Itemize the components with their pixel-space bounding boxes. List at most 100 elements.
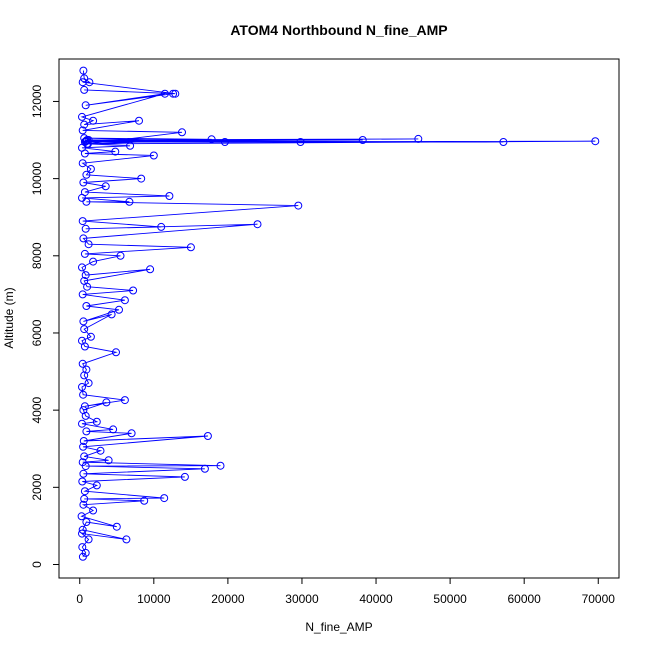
data-point xyxy=(83,139,92,148)
data-point xyxy=(84,379,93,388)
chart-title: ATOM4 Northbound N_fine_AMP xyxy=(230,22,447,38)
y-tick-label: 6000 xyxy=(30,319,44,346)
data-point xyxy=(499,138,508,146)
data-point xyxy=(157,222,166,231)
data-point xyxy=(79,234,88,243)
x-tick-label: 50000 xyxy=(433,592,467,606)
data-point xyxy=(82,170,91,179)
x-tick-label: 20000 xyxy=(211,592,245,606)
x-tick-label: 0 xyxy=(76,592,83,606)
data-point xyxy=(80,276,89,285)
data-point xyxy=(111,147,120,156)
data-point xyxy=(82,518,91,526)
data-point xyxy=(79,500,88,509)
data-point xyxy=(84,535,93,544)
data-point xyxy=(82,427,91,436)
data-point xyxy=(101,182,110,191)
x-tick-label: 10000 xyxy=(137,592,171,606)
y-tick-label: 10000 xyxy=(30,162,44,196)
data-point xyxy=(591,137,600,146)
data-point xyxy=(79,437,88,445)
plot-area xyxy=(77,66,600,561)
data-point xyxy=(81,101,90,110)
data-point xyxy=(178,128,186,137)
x-tick-label: 60000 xyxy=(507,592,541,606)
data-point xyxy=(78,383,86,391)
data-point xyxy=(165,192,174,200)
x-tick-label: 30000 xyxy=(285,592,319,606)
data-point xyxy=(253,220,262,229)
data-point xyxy=(89,257,98,266)
data-point xyxy=(78,159,87,168)
data-point xyxy=(79,406,88,415)
data-point xyxy=(96,446,105,455)
data-point xyxy=(146,265,155,274)
x-axis: 0 10000 20000 30000 40000 50000 60000 70000 xyxy=(76,578,615,606)
data-point xyxy=(80,120,89,129)
x-tick-label: 70000 xyxy=(582,592,616,606)
data-point xyxy=(80,74,89,83)
data-point xyxy=(127,429,136,438)
data-point xyxy=(120,296,129,305)
data-point xyxy=(78,529,86,538)
data-point xyxy=(79,442,88,451)
data-point xyxy=(92,481,101,490)
data-point xyxy=(160,89,169,98)
data-point xyxy=(203,432,212,440)
data-point xyxy=(78,217,87,226)
data-point xyxy=(358,136,367,144)
data-point xyxy=(296,138,305,146)
data-point xyxy=(85,78,94,87)
y-tick-label: 2000 xyxy=(30,474,44,501)
data-point xyxy=(78,543,87,552)
data-point xyxy=(82,365,91,374)
data-point xyxy=(116,251,125,260)
data-point xyxy=(82,302,91,310)
series-line xyxy=(80,70,596,558)
data-point xyxy=(79,469,88,478)
data-point xyxy=(78,263,86,272)
x-tick-label: 40000 xyxy=(359,592,393,606)
data-point xyxy=(115,305,123,314)
y-tick-label: 4000 xyxy=(30,396,44,423)
data-point xyxy=(89,506,98,515)
data-point xyxy=(81,224,90,233)
data-point xyxy=(78,336,86,345)
data-point xyxy=(80,85,89,94)
data-point xyxy=(84,240,93,249)
data-point xyxy=(109,425,118,434)
data-point xyxy=(80,494,89,503)
data-point xyxy=(216,461,225,470)
data-point xyxy=(102,398,111,407)
data-point xyxy=(92,417,101,426)
data-point xyxy=(112,348,120,357)
data-point xyxy=(79,317,88,326)
data-point xyxy=(80,487,89,496)
data-point xyxy=(107,310,116,319)
data-point xyxy=(79,390,88,399)
data-point xyxy=(169,89,178,98)
data-point xyxy=(78,525,87,534)
data-point xyxy=(78,126,87,135)
data-point xyxy=(78,359,87,368)
data-point xyxy=(200,464,209,473)
data-point xyxy=(104,456,113,465)
plot-frame xyxy=(58,58,620,579)
y-tick-label: 8000 xyxy=(30,242,44,269)
data-point xyxy=(186,243,195,252)
data-point xyxy=(140,496,149,505)
data-point xyxy=(78,419,86,428)
y-axis-label: Altitude (m) xyxy=(2,287,16,348)
data-point xyxy=(80,452,89,461)
x-axis-label: N_fine_AMP xyxy=(305,620,372,634)
data-point xyxy=(126,141,135,150)
data-point xyxy=(80,188,89,197)
data-point xyxy=(78,458,87,467)
data-point xyxy=(80,402,89,411)
data-point xyxy=(135,116,143,125)
data-point xyxy=(112,522,121,531)
data-point xyxy=(78,290,87,299)
y-tick-label: 0 xyxy=(30,561,44,568)
data-point xyxy=(171,89,180,98)
